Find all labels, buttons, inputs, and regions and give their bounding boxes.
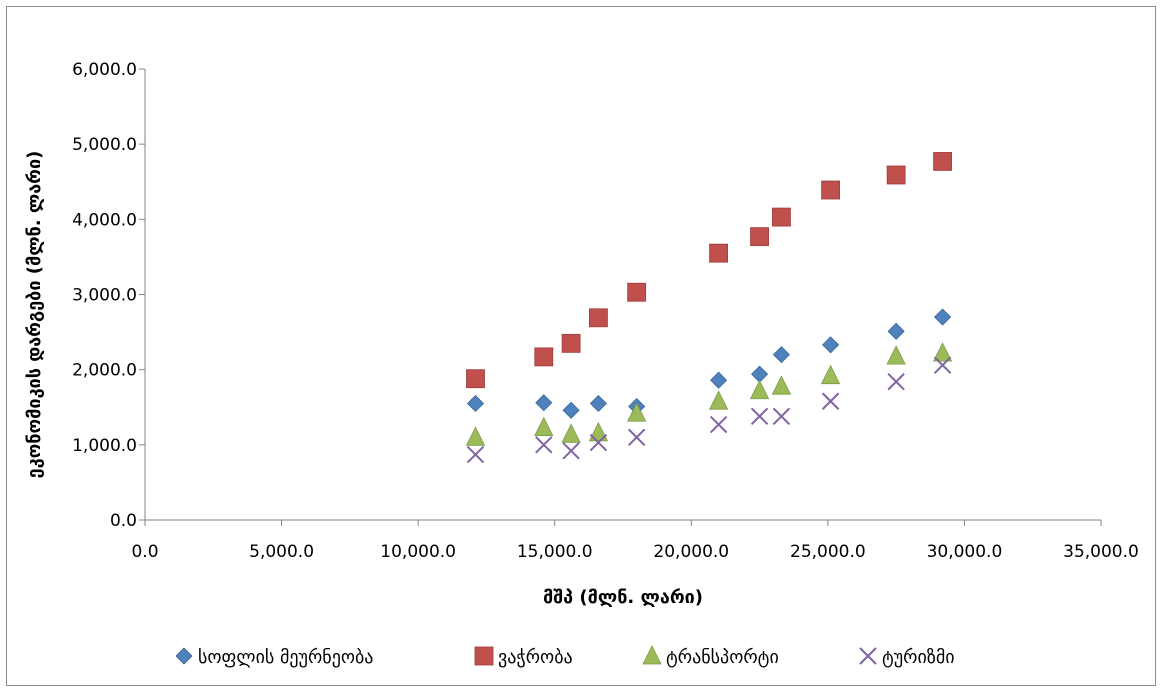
data-point-square	[627, 282, 647, 302]
data-point-diamond	[887, 322, 905, 340]
x-tick-label: 0.0	[131, 542, 158, 562]
series-triangle	[465, 342, 953, 446]
x-tick-label: 5,000.0	[249, 542, 314, 562]
data-point-square	[561, 333, 581, 353]
data-point-triangle	[749, 379, 770, 400]
data-point-diamond	[751, 365, 769, 383]
data-point-triangle	[534, 416, 554, 436]
y-tick-label: 5,000.0	[72, 135, 137, 155]
data-point-triangle	[465, 426, 486, 446]
y-tick-label: 0.0	[110, 511, 137, 531]
data-points	[465, 152, 953, 464]
legend-label: ტურიზმი	[882, 647, 955, 668]
data-point-x	[627, 428, 646, 447]
data-point-square	[534, 347, 554, 367]
data-point-square	[709, 243, 728, 263]
data-point-diamond	[710, 371, 728, 389]
y-tick-label: 6,000.0	[72, 60, 137, 80]
data-point-diamond	[562, 401, 580, 419]
chart-frame	[6, 6, 1156, 686]
legend-item-diamond: სოფლის მეურნეობა	[175, 647, 373, 668]
data-point-triangle	[932, 342, 953, 362]
data-point-triangle	[561, 423, 581, 443]
data-point-x	[772, 407, 791, 425]
data-point-square	[750, 227, 769, 247]
data-point-x	[562, 442, 580, 460]
legend-marker-square	[474, 646, 494, 666]
x-tick-label: 25,000.0	[790, 542, 866, 562]
y-tick-label: 3,000.0	[72, 286, 137, 306]
data-point-x	[821, 392, 840, 410]
legend-item-square: ვაჭრობა	[474, 646, 573, 668]
x-tick-label: 15,000.0	[517, 542, 593, 562]
data-point-square	[466, 369, 485, 389]
y-axis-title: ეკონომიკის დარგები (მლნ. ლარი)	[24, 151, 45, 479]
legend-marker-x	[859, 647, 877, 665]
x-tick-label: 30,000.0	[927, 542, 1003, 562]
data-point-x	[750, 407, 769, 425]
data-point-triangle	[588, 421, 609, 442]
y-tick-label: 4,000.0	[72, 210, 137, 230]
x-tick-label: 20,000.0	[653, 542, 729, 562]
legend-label: ტრანსპორტი	[666, 647, 779, 668]
y-tick-label: 1,000.0	[72, 436, 137, 456]
data-point-square	[589, 308, 608, 328]
data-point-diamond	[466, 394, 485, 413]
data-point-x	[589, 433, 608, 452]
data-point-x	[535, 436, 553, 454]
series-x	[466, 356, 952, 464]
data-point-x	[466, 445, 485, 464]
series-diamond	[466, 308, 952, 419]
data-point-diamond	[535, 394, 553, 412]
data-point-diamond	[589, 394, 607, 413]
y-tick-label: 2,000.0	[72, 361, 137, 381]
data-point-triangle	[886, 345, 906, 365]
legend-item-triangle: ტრანსპორტი	[642, 645, 779, 668]
data-point-triangle	[771, 375, 792, 395]
legend: სოფლის მეურნეობა ვაჭრობა ტრანსპორტი ტურიზმი	[175, 645, 955, 668]
x-tick-label: 35,000.0	[1063, 542, 1139, 562]
data-point-x	[887, 372, 905, 391]
data-point-x	[933, 356, 952, 374]
axes	[144, 69, 1101, 521]
x-tick-label: 10,000.0	[380, 542, 456, 562]
data-point-diamond	[822, 336, 840, 354]
data-point-diamond	[772, 346, 790, 364]
legend-label: ვაჭრობა	[498, 647, 573, 668]
data-point-square	[933, 152, 952, 171]
data-point-square	[772, 207, 791, 227]
data-point-square	[821, 180, 840, 200]
legend-marker-triangle	[642, 645, 662, 665]
legend-item-x: ტურიზმი	[859, 647, 955, 668]
ticks: 0.0 5,000.0 10,000.0 15,000.0 20,000.0 25,000…	[72, 60, 1139, 562]
data-point-triangle	[708, 390, 729, 410]
legend-label: სოფლის მეურნეობა	[198, 647, 373, 668]
series-square	[466, 152, 952, 389]
data-point-triangle	[627, 402, 647, 422]
data-point-triangle	[820, 364, 841, 385]
data-point-diamond	[934, 308, 952, 326]
x-axis-title: მშპ (მლნ. ლარი)	[543, 587, 703, 608]
data-point-square	[886, 165, 906, 185]
legend-marker-diamond	[175, 647, 193, 665]
data-point-x	[709, 415, 728, 434]
